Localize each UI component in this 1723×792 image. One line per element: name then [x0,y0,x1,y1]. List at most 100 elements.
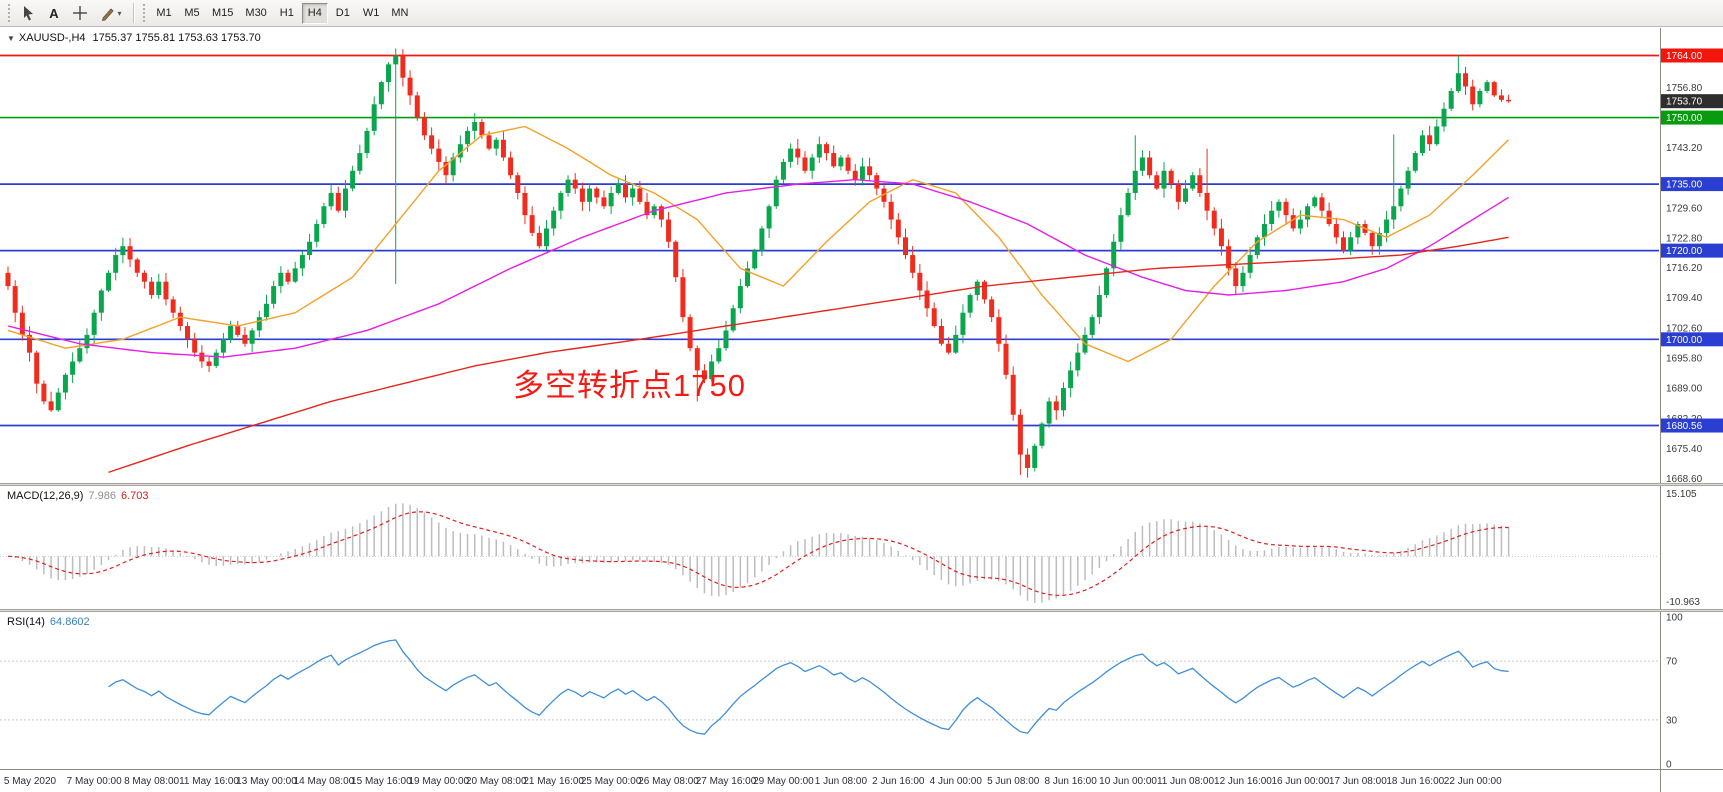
rsi-label: RSI(14) 64.8602 [7,616,95,628]
time-label: 21 May 16:00 [523,776,584,787]
price-tag [1661,418,1723,433]
timeframe-button-h1[interactable]: H1 [274,3,300,24]
price-tick: 1743.20 [1666,143,1703,154]
macd-main-value: 7.986 [88,490,116,502]
timeframe-button-h4[interactable]: H4 [301,2,328,24]
cursor-icon [24,6,33,21]
rsi-scale-tick: 30 [1666,715,1678,726]
rsi-name: RSI(14) [7,616,45,628]
timeframe-button-m5[interactable]: M5 [179,3,205,24]
price-tag [1661,110,1723,125]
time-label: 8 May 08:00 [124,776,179,787]
timeframe-button-d1[interactable]: D1 [330,3,356,24]
price-tag-label: 1700.00 [1666,335,1703,346]
macd-signal-value: 6.703 [120,490,149,502]
time-label: 14 May 08:00 [294,776,355,787]
rsi-scale-tick: 70 [1666,657,1678,668]
time-label: 22 Jun 00:00 [1444,776,1502,787]
toolbar-separator [133,3,134,23]
time-label: 19 May 00:00 [408,776,469,787]
macd-label: MACD(12,26,9) 7.986 6.703 [7,490,153,502]
toolbar-grip[interactable] [8,4,10,22]
ma-red-line [108,236,1509,474]
time-label: 12 Jun 16:00 [1214,776,1272,787]
toolbar: A ▾ M1 M5 M15 M30 H1 H4 D1 W1 MN [0,0,1723,27]
price-tag-label: 1720.00 [1666,246,1703,257]
text-tool-label: A [49,5,59,21]
rsi-scale-tick: 100 [1666,613,1683,624]
time-label: 15 May 16:00 [351,776,412,787]
time-label: 2 Jun 16:00 [872,776,925,787]
price-tick: 1702.60 [1666,323,1703,334]
rsi-scale-tick: 0 [1666,760,1672,771]
price-tick: 1709.40 [1666,293,1703,304]
macd-scale-min: -10.963 [1666,597,1700,608]
timeframe-button-m30[interactable]: M30 [240,3,271,24]
price-tick: 1716.20 [1666,263,1703,274]
price-tag [1661,94,1723,109]
price-tag-label: 1764.00 [1666,51,1703,62]
chart-symbol-timeframe: XAUUSD-,H4 [18,32,86,44]
time-label: 17 Jun 08:00 [1329,776,1387,787]
draw-tool-button[interactable]: ▾ [94,2,128,24]
time-label: 26 May 08:00 [638,776,699,787]
price-tag-label: 1680.56 [1666,421,1703,432]
price-tick: 1722.80 [1666,234,1703,245]
text-tool-button[interactable]: A [42,2,66,24]
time-label: 4 Jun 00:00 [930,776,983,787]
time-label: 5 Jun 08:00 [987,776,1040,787]
price-tag-label: 1753.70 [1666,97,1703,108]
collapse-icon[interactable]: ▼ [7,34,15,43]
price-tag-label: 1735.00 [1666,180,1703,191]
price-tag [1661,177,1723,192]
macd-signal-line [7,511,1509,596]
rsi-line [108,639,1509,735]
toolbar-grip-2[interactable] [143,4,145,22]
timeframe-button-m1[interactable]: M1 [151,3,177,24]
crosshair-tool-button[interactable] [68,2,92,24]
time-label: 11 May 16:00 [179,776,239,787]
macd-name: MACD(12,26,9) [7,490,84,502]
time-label: 7 May 00:00 [67,776,122,787]
time-label: 27 May 16:00 [696,776,757,787]
price-tick: 1689.00 [1666,384,1703,395]
panel-splitter-macd[interactable] [0,483,1723,486]
time-label: 5 May 2020 [4,776,57,787]
time-label: 10 Jun 00:00 [1099,776,1157,787]
time-label: 29 May 00:00 [753,776,814,787]
macd-scale-max: 15.105 [1666,489,1697,500]
time-label: 13 May 00:00 [236,776,297,787]
cursor-tool-button[interactable] [16,2,40,24]
price-tag [1661,243,1723,258]
timeframe-button-m15[interactable]: M15 [207,3,238,24]
chart-annotation: 多空转折点1750 [513,368,746,403]
timeframe-button-w1[interactable]: W1 [358,3,385,24]
price-tag [1661,332,1723,347]
price-tick: 1729.60 [1666,204,1703,215]
crosshair-icon [73,6,87,20]
timeframe-button-mn[interactable]: MN [386,3,413,24]
price-tick: 1695.80 [1666,353,1703,364]
horizontal-lines [0,54,1659,427]
rsi-value: 64.8602 [49,616,90,628]
time-label: 25 May 00:00 [581,776,642,787]
time-label: 11 Jun 08:00 [1157,776,1215,787]
pencil-icon [102,8,115,21]
price-tag [1661,48,1723,63]
time-label: 8 Jun 16:00 [1045,776,1098,787]
candlestick-series [5,48,1512,478]
time-label: 18 Jun 16:00 [1386,776,1444,787]
price-tick: 1756.80 [1666,83,1703,94]
ma-orange-line [7,125,1510,363]
chart-title: ▼ XAUUSD-,H4 1755.37 1755.81 1753.63 1753.… [7,32,261,44]
price-tag-label: 1750.00 [1666,113,1703,124]
ma-magenta-line [7,178,1509,358]
panel-splitter-rsi[interactable] [0,609,1723,612]
chart-ohlc-readout: 1755.37 1755.81 1753.63 1753.70 [92,32,261,44]
chevron-down-icon: ▾ [117,8,122,18]
time-label: 1 Jun 08:00 [815,776,868,787]
timeframe-toolbar: M1 M5 M15 M30 H1 H4 D1 W1 MN [150,2,414,24]
time-label: 16 Jun 00:00 [1271,776,1329,787]
